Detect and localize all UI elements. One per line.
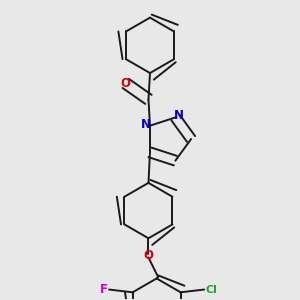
Text: O: O [143,249,154,262]
Text: Cl: Cl [206,284,218,295]
Text: F: F [100,283,107,296]
Text: O: O [121,77,131,90]
Text: N: N [174,110,184,122]
Text: N: N [141,118,151,130]
